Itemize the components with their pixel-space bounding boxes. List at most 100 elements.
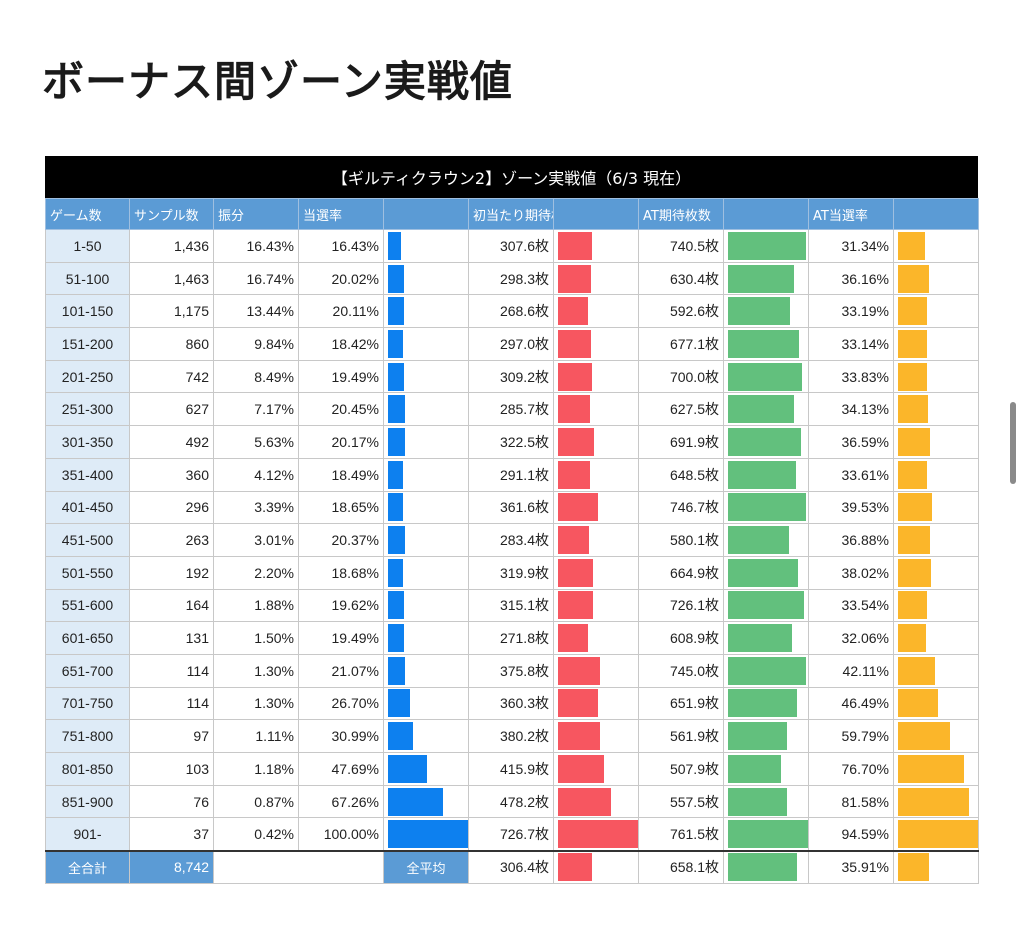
at-medals-bar [728,493,806,522]
at-rate-cell: 46.49% [808,686,894,721]
at-rate-bar-cell [893,359,979,394]
rate-bar-cell [383,686,469,721]
medals-cell: 380.2枚 [468,719,554,753]
at-rate-bar-cell [893,588,979,623]
medals-bar-cell [553,294,639,329]
at-medals-bar [728,297,790,326]
rate-cell: 67.26% [298,784,384,819]
medals-cell: 319.9枚 [468,555,554,590]
at-rate-cell: 39.53% [808,490,894,525]
rate-bar [388,460,403,489]
medals-bar-cell [553,359,639,394]
medals-bar [558,493,598,522]
at-medals-cell: 740.5枚 [638,229,724,263]
rate-bar-cell [383,588,469,623]
medals-bar-cell [553,686,639,721]
medals-bar [558,624,588,653]
rate-bar-cell [383,621,469,655]
at-rate-bar [898,460,927,489]
at-medals-bar-cell [723,653,809,688]
at-medals-bar [728,591,804,620]
rate-bar [388,297,404,326]
zone-cell: 301-350 [45,425,130,459]
table-body: 1-50 1,436 16.43% 16.43% 307.6枚 740.5枚 31.34% 5… [45,229,979,884]
table-row: 51-100 1,463 16.74% 20.02% 298.3枚 630.4枚 36.16… [45,261,979,296]
zone-table: ゲーム数 サンプル数 振分 当選率 初当たり期待枚数 AT期待枚数 AT当選率 … [45,198,979,884]
rate-bar-cell [383,359,469,394]
medals-cell: 309.2枚 [468,359,554,394]
distribution-cell: 1.11% [213,719,299,753]
average-label: 全平均 [383,849,469,884]
table-row: 101-150 1,175 13.44% 20.11% 268.6枚 592.6枚 33.1… [45,294,979,329]
medals-bar-cell [553,392,639,427]
header-medals: 初当たり期待枚数 [468,198,554,230]
at-rate-bar-cell [893,686,979,721]
at-medals-cell: 557.5枚 [638,784,724,819]
medals-bar [558,231,592,260]
at-medals-bar [728,689,797,718]
at-medals-bar-cell [723,523,809,557]
header-rate-bar [383,198,469,230]
samples-cell: 742 [129,359,214,394]
rate-cell: 20.45% [298,392,384,427]
at-rate-bar [898,395,928,424]
page-title: ボーナス間ゾーン実戦値 [42,57,513,106]
at-rate-cell: 33.14% [808,327,894,361]
table-header-row: ゲーム数 サンプル数 振分 当選率 初当たり期待枚数 AT期待枚数 AT当選率 [45,198,979,230]
header-at-rate: AT当選率 [808,198,894,230]
rate-bar [388,395,405,424]
at-medals-bar [728,526,789,555]
zone-cell: 651-700 [45,653,130,688]
medals-bar-cell [553,490,639,525]
table-row: 1-50 1,436 16.43% 16.43% 307.6枚 740.5枚 31.34% [45,229,979,263]
medals-bar [558,722,600,751]
at-medals-bar-cell [723,686,809,721]
at-rate-cell: 33.54% [808,588,894,623]
medals-bar-cell [553,588,639,623]
zone-cell: 451-500 [45,523,130,557]
medals-cell: 415.9枚 [468,752,554,786]
at-medals-bar-cell [723,719,809,753]
rate-bar-cell [383,261,469,296]
header-medals-bar [553,198,639,230]
distribution-cell: 4.12% [213,457,299,492]
medals-bar [558,754,604,783]
samples-cell: 1,463 [129,261,214,296]
at-rate-bar [898,819,978,848]
medals-cell: 291.1枚 [468,457,554,492]
rate-cell: 16.43% [298,229,384,263]
rate-bar [388,329,403,358]
rate-cell: 19.62% [298,588,384,623]
rate-bar [388,787,443,816]
at-rate-bar-cell [893,425,979,459]
medals-bar-cell [553,784,639,819]
distribution-cell: 1.18% [213,752,299,786]
at-medals-bar [728,231,806,260]
header-distribution: 振分 [213,198,299,230]
at-rate-bar [898,558,931,587]
medals-bar [558,329,591,358]
medals-bar [558,362,592,391]
samples-cell: 97 [129,719,214,753]
at-medals-bar [728,656,806,685]
at-medals-bar-cell [723,555,809,590]
at-rate-bar-cell [893,392,979,427]
at-rate-bar-cell [893,653,979,688]
rate-bar [388,722,413,751]
distribution-cell: 1.88% [213,588,299,623]
table-row: 201-250 742 8.49% 19.49% 309.2枚 700.0枚 33.83% [45,359,979,394]
at-rate-bar-cell [893,817,979,852]
header-samples: サンプル数 [129,198,214,230]
zone-cell: 601-650 [45,621,130,655]
rate-cell: 20.02% [298,261,384,296]
table-row: 851-900 76 0.87% 67.26% 478.2枚 557.5枚 81.58% [45,784,979,819]
rate-bar-cell [383,523,469,557]
at-rate-bar [898,493,932,522]
header-rate: 当選率 [298,198,384,230]
zone-cell: 851-900 [45,784,130,819]
rate-bar-cell [383,425,469,459]
scrollbar[interactable] [1010,402,1016,484]
zone-cell: 101-150 [45,294,130,329]
at-medals-bar-cell [723,490,809,525]
medals-bar-cell [553,752,639,786]
